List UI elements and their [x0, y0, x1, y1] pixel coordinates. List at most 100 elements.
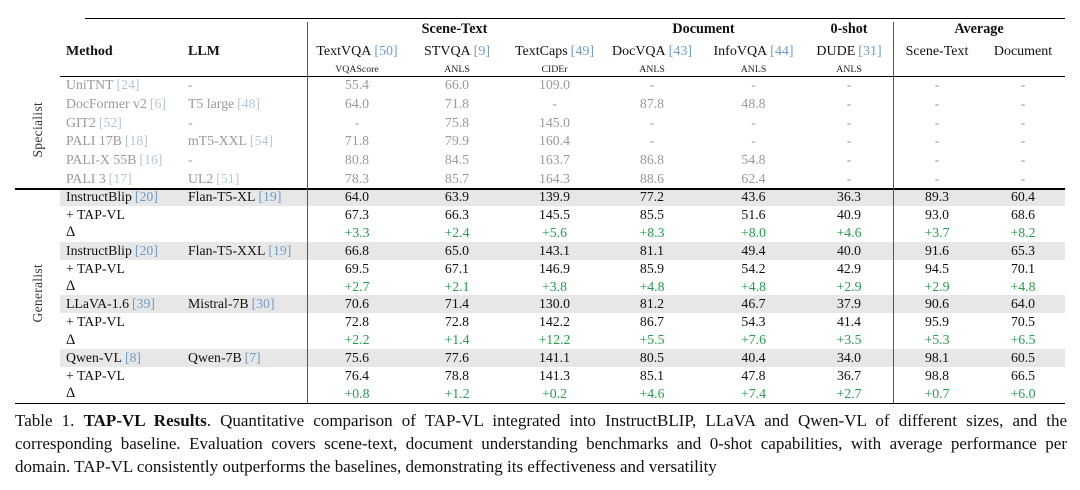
cell-value: 86.7 — [639, 314, 665, 330]
cell-value: - — [552, 96, 557, 112]
citation-link[interactable]: [52] — [98, 114, 122, 130]
section-label-cell: Generalist — [15, 188, 60, 403]
citation-link[interactable]: [30] — [251, 296, 275, 312]
table-body: Specialist UniTNT [24] -55.4 66.0 109.0- - - - - D… — [15, 76, 1066, 403]
cell-value: 78.8 — [444, 367, 470, 383]
metric-label: ANLS — [836, 63, 862, 75]
citation-link[interactable]: [50] — [374, 43, 398, 59]
benchmark-name: DUDE — [816, 43, 856, 59]
cell-value: - — [1020, 96, 1026, 112]
citation-link[interactable]: [19] — [268, 242, 292, 258]
cell-value: 77.6 — [407, 349, 507, 368]
section-label-cell: Specialist — [15, 76, 60, 188]
table-row: + TAP-VL 67.3 66.3 145.5 85.5 51.6 40.9 93.0 68.… — [15, 206, 1065, 224]
citation-link[interactable]: [7] — [244, 350, 261, 366]
cell-value: 71.8 — [344, 133, 370, 149]
citation-link[interactable]: [49] — [570, 43, 594, 59]
cell-llm: Mistral-7B [30] — [182, 295, 307, 314]
cell-value: +4.6 — [639, 385, 665, 401]
column-header-avg-document: Document — [993, 43, 1053, 59]
cell-value: +2.9 — [924, 278, 950, 294]
empty-cell — [60, 62, 182, 76]
cell-value: 70.1 — [1010, 260, 1036, 276]
cell-value: - — [649, 77, 655, 93]
table-row: InstructBlip [20] Flan-T5-XXL [19] 66.8 65.0 1… — [15, 241, 1066, 260]
cell-value: +2.4 — [444, 224, 470, 240]
citation-link[interactable]: [20] — [134, 242, 158, 258]
cell-value: - — [846, 96, 852, 112]
citation-link[interactable]: [48] — [237, 96, 261, 112]
cell-value: +5.5 — [639, 332, 665, 348]
section-label: Specialist — [29, 102, 45, 158]
method-name: + TAP-VL — [66, 206, 125, 222]
cell-value: 71.8 — [444, 96, 470, 112]
citation-link[interactable]: [20] — [134, 189, 158, 205]
column-header-textvqa: TextVQA [50] — [307, 41, 407, 62]
benchmark-name: DocVQA — [612, 43, 666, 59]
citation-link[interactable]: [51] — [216, 170, 240, 186]
cell-method: Δ — [60, 278, 182, 296]
citation-link[interactable]: [6] — [149, 96, 166, 112]
method-name: UniTNT — [66, 77, 114, 93]
cell-llm — [182, 367, 307, 385]
method-name: GIT2 — [66, 114, 96, 130]
cell-method: GIT2 [52] — [60, 113, 182, 132]
column-header-stvqa: STVQA [9] — [407, 41, 507, 62]
citation-link[interactable]: [16] — [139, 152, 163, 168]
cell-value: 64.0 — [981, 295, 1066, 314]
method-name: PALI 3 — [66, 170, 106, 186]
cell-value: +0.2 — [541, 385, 568, 401]
group-header-0shot: 0-shot — [830, 21, 868, 37]
cell-value: 143.1 — [507, 241, 602, 260]
cell-value: +7.6 — [740, 332, 767, 348]
cell-value: 90.6 — [893, 295, 982, 314]
cell-value: 54.8 — [741, 152, 766, 168]
table-row: LLaVA-1.6 [39] Mistral-7B [30] 70.6 71.4 130.0… — [15, 295, 1066, 314]
cell-value: +7.4 — [740, 385, 767, 401]
cell-value: +8.3 — [639, 224, 665, 240]
table-row: Specialist UniTNT [24] - 55.4 66.0 109.0 - - - - - — [15, 76, 1065, 157]
cell-value: 109.0 — [538, 77, 571, 93]
cell-value: +8.0 — [740, 224, 767, 240]
citation-link[interactable]: [43] — [668, 43, 692, 59]
citation-link[interactable]: [9] — [473, 43, 490, 59]
group-header-average: Average — [954, 21, 1004, 37]
cell-value: 139.9 — [507, 188, 602, 207]
citation-link[interactable]: [8] — [124, 350, 142, 366]
cell-value: - — [934, 170, 940, 186]
table-row: Qwen-VL [8] Qwen-7B [7] 75.6 77.6 141.1 80.5 40.… — [15, 349, 1066, 368]
method-name: + TAP-VL — [66, 314, 125, 330]
cell-value: 55.4 — [344, 77, 370, 93]
citation-link[interactable]: [39] — [131, 296, 155, 312]
llm-name: Qwen-7B — [188, 350, 242, 366]
group-header-row: Scene-Text Document 0-shot Average — [15, 18, 1065, 41]
llm-name: - — [188, 77, 193, 93]
citation-link[interactable]: [31] — [858, 43, 882, 59]
cell-value: +4.8 — [1010, 278, 1036, 294]
cell-llm — [182, 331, 307, 349]
cell-value: - — [1020, 77, 1026, 93]
empty-cell — [60, 18, 182, 41]
cell-method: PALI-X 55B [16] — [60, 151, 182, 170]
llm-name: Flan-T5-XXL — [188, 242, 266, 258]
cell-method: + TAP-VL — [60, 260, 182, 278]
citation-link[interactable]: [18] — [124, 133, 148, 149]
citation-link[interactable]: [54] — [250, 133, 274, 149]
citation-link[interactable]: [24] — [116, 77, 140, 93]
cell-value: 91.6 — [893, 241, 982, 260]
cell-value: 75.6 — [307, 349, 407, 368]
group-header-scene-text: Scene-Text — [421, 21, 488, 37]
citation-link[interactable]: [44] — [770, 43, 794, 59]
cell-value: 79.9 — [444, 133, 470, 149]
cell-value: 142.2 — [538, 314, 571, 330]
citation-link[interactable]: [17] — [108, 170, 132, 186]
cell-llm: - — [182, 76, 307, 95]
cell-value: - — [751, 114, 756, 130]
cell-method: PALI 3 [17] — [60, 169, 182, 188]
citation-link[interactable]: [19] — [258, 189, 282, 205]
cell-llm: mT5-XXL [54] — [182, 132, 307, 151]
gutter-cell — [15, 18, 60, 41]
cell-value: 86.8 — [639, 152, 665, 168]
cell-value: 85.1 — [639, 367, 665, 383]
cell-value: 145.0 — [538, 114, 571, 130]
